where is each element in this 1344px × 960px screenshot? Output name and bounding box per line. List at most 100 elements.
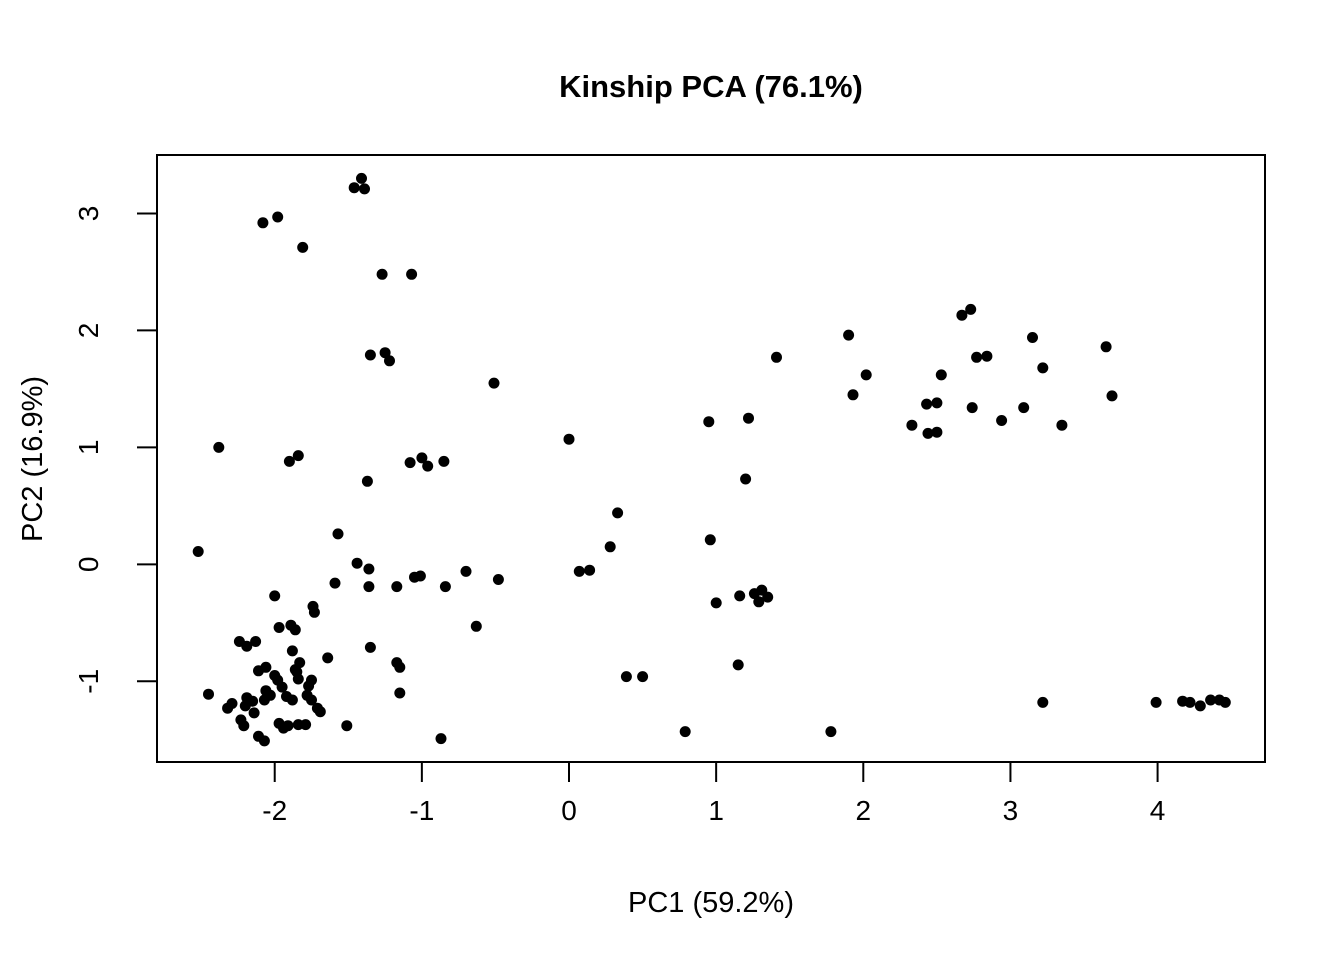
data-point	[351, 557, 363, 569]
data-point	[1056, 419, 1068, 431]
data-point	[966, 402, 978, 414]
data-point	[732, 659, 744, 671]
data-point	[931, 397, 943, 409]
data-point	[292, 673, 304, 685]
data-point	[704, 534, 716, 546]
data-point	[563, 433, 575, 445]
data-point	[332, 528, 344, 540]
data-point	[921, 398, 933, 410]
data-point	[329, 577, 341, 589]
data-point	[438, 455, 450, 467]
data-point	[241, 640, 253, 652]
data-point	[1100, 341, 1112, 353]
data-point	[379, 347, 391, 359]
data-point	[322, 652, 334, 664]
data-point	[297, 241, 309, 253]
data-point	[359, 183, 370, 195]
data-point	[637, 671, 649, 683]
data-point	[416, 452, 428, 464]
data-point	[470, 620, 482, 632]
data-point	[222, 702, 234, 714]
y-tick-label: 0	[73, 557, 104, 573]
data-point	[300, 719, 312, 731]
x-axis-label: PC1 (59.2%)	[628, 887, 794, 919]
data-point	[492, 574, 504, 585]
data-point	[341, 720, 353, 732]
data-point	[248, 707, 260, 719]
data-point	[286, 645, 298, 657]
data-point	[414, 570, 426, 582]
data-point	[460, 565, 472, 577]
data-point	[364, 349, 376, 361]
data-point	[1037, 362, 1049, 374]
data-point	[843, 329, 855, 341]
data-point	[753, 596, 765, 608]
data-point	[273, 622, 285, 633]
x-tick-label: 2	[856, 795, 872, 826]
data-point	[356, 172, 367, 184]
data-point	[710, 597, 722, 609]
data-point	[303, 680, 315, 692]
data-point	[1037, 696, 1049, 708]
data-point	[289, 624, 301, 636]
data-point	[956, 309, 968, 321]
data-point	[286, 694, 298, 706]
data-point	[935, 369, 947, 381]
data-point	[762, 591, 774, 603]
data-point	[1219, 696, 1231, 708]
data-point	[384, 355, 395, 367]
y-tick-label: 3	[73, 206, 104, 222]
data-point	[743, 412, 754, 424]
data-point	[192, 546, 204, 557]
data-point	[376, 268, 388, 280]
y-tick-label: -1	[73, 669, 104, 694]
data-point	[203, 688, 214, 700]
data-point	[257, 217, 269, 229]
data-point	[679, 726, 691, 738]
data-point	[283, 455, 295, 467]
x-tick-label: 3	[1003, 795, 1019, 826]
data-point	[394, 661, 406, 673]
data-point	[488, 377, 500, 389]
data-point	[1150, 696, 1162, 708]
plot-area-border	[156, 154, 1266, 763]
data-point	[439, 581, 451, 593]
data-point	[404, 457, 416, 469]
y-axis-label: PC2 (16.9%)	[17, 376, 49, 542]
x-tick-label: -2	[262, 795, 287, 826]
data-point	[612, 507, 624, 519]
data-point	[1018, 402, 1030, 414]
data-point	[771, 351, 782, 363]
data-point	[314, 706, 326, 718]
data-point	[734, 590, 746, 602]
data-point	[825, 726, 837, 738]
data-point	[422, 460, 434, 472]
y-tick-label: 1	[73, 440, 104, 456]
data-point	[1027, 332, 1038, 343]
data-point	[348, 182, 360, 194]
data-point	[363, 581, 375, 593]
y-axis-ticks: -1 0 1 2 3	[73, 206, 157, 694]
data-point	[931, 426, 943, 438]
data-point	[260, 661, 272, 673]
data-point	[258, 694, 270, 706]
data-point	[394, 687, 406, 699]
data-point	[996, 415, 1008, 426]
data-point	[435, 733, 447, 745]
data-point	[282, 720, 294, 732]
x-axis-ticks: -2 -1 0 1 2 3 4	[262, 762, 1165, 826]
data-point	[604, 541, 616, 553]
data-point	[1205, 694, 1217, 706]
data-point	[922, 427, 934, 439]
data-point	[250, 636, 262, 647]
data-point	[406, 268, 418, 280]
data-point	[847, 389, 859, 401]
data-point	[981, 350, 993, 362]
data-point	[584, 564, 596, 576]
data-point	[308, 606, 320, 618]
data-points-layer	[192, 172, 1231, 747]
data-point	[238, 720, 250, 732]
data-point	[1194, 700, 1206, 712]
